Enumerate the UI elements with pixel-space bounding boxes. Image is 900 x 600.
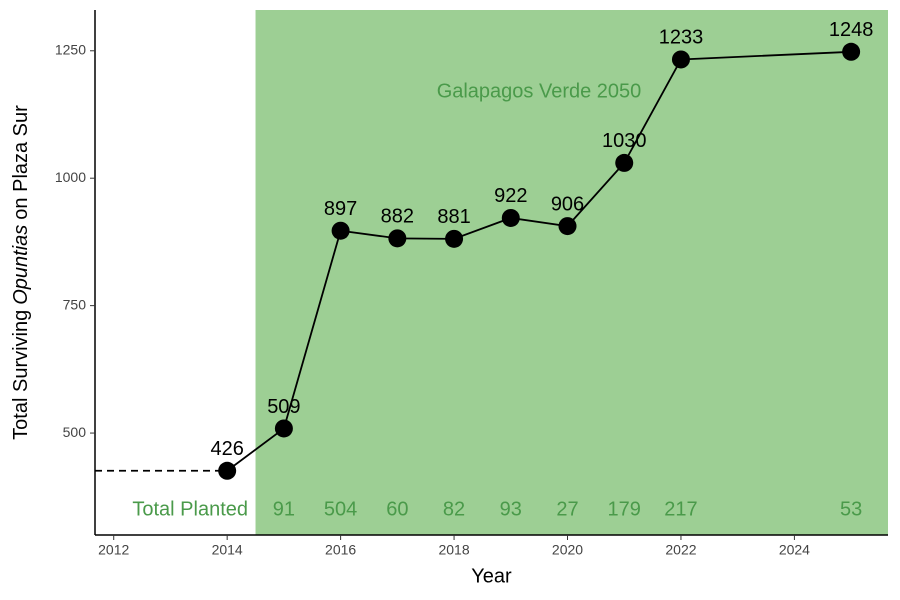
y-axis-label-part: Total Surviving <box>10 310 32 440</box>
x-axis-label: Year <box>471 565 512 587</box>
planted-label: 93 <box>500 498 522 520</box>
planted-label: 179 <box>608 498 641 520</box>
line <box>226 50 852 472</box>
value-label: 897 <box>324 198 357 220</box>
y-tick-label: 1250 <box>55 41 86 57</box>
value-label: 1030 <box>602 130 647 152</box>
point <box>388 229 407 248</box>
y-tick-label: 500 <box>63 424 87 440</box>
point <box>558 217 577 236</box>
annotation: Galapagos Verde 2050 <box>437 80 642 102</box>
x-tick-label: 2016 <box>325 542 356 558</box>
y-axis-label-part: on Plaza Sur <box>10 105 32 220</box>
point <box>445 229 464 248</box>
value-label: 426 <box>210 438 243 460</box>
planted-label: 91 <box>273 498 295 520</box>
x-tick-label: 2018 <box>438 542 469 558</box>
value-label: 1233 <box>659 27 704 49</box>
x-tick-label: 2014 <box>212 542 243 558</box>
y-axis-label: Total Surviving Opuntias on Plaza Sur <box>10 105 32 440</box>
point <box>671 50 690 69</box>
y-axis-label-part: Opuntias <box>10 225 32 305</box>
x-tick-label: 2012 <box>98 542 129 558</box>
planted-label: 53 <box>840 498 862 520</box>
point <box>331 221 350 240</box>
y-tick-label: 750 <box>63 296 87 312</box>
x-tick-label: 2020 <box>552 542 583 558</box>
value-label: 509 <box>267 396 300 418</box>
value-label: 881 <box>437 206 470 228</box>
planted-label: 60 <box>386 498 408 520</box>
x-tick-label: 2024 <box>779 542 810 558</box>
planted-label: 27 <box>556 498 578 520</box>
point <box>615 153 634 172</box>
shade-region <box>255 10 888 535</box>
point <box>274 419 293 438</box>
point <box>842 42 861 61</box>
point <box>218 461 237 480</box>
value-label: 906 <box>551 193 584 215</box>
x-tick-label: 2022 <box>665 542 696 558</box>
value-label: 922 <box>494 185 527 207</box>
point <box>501 208 520 227</box>
value-label: 882 <box>381 206 414 228</box>
planted-label: 82 <box>443 498 465 520</box>
planted-label: 217 <box>664 498 697 520</box>
value-label: 1248 <box>829 19 874 41</box>
planted-title: Total Planted <box>132 498 248 520</box>
planted-label: 504 <box>324 498 357 520</box>
y-tick-label: 1000 <box>55 169 86 185</box>
